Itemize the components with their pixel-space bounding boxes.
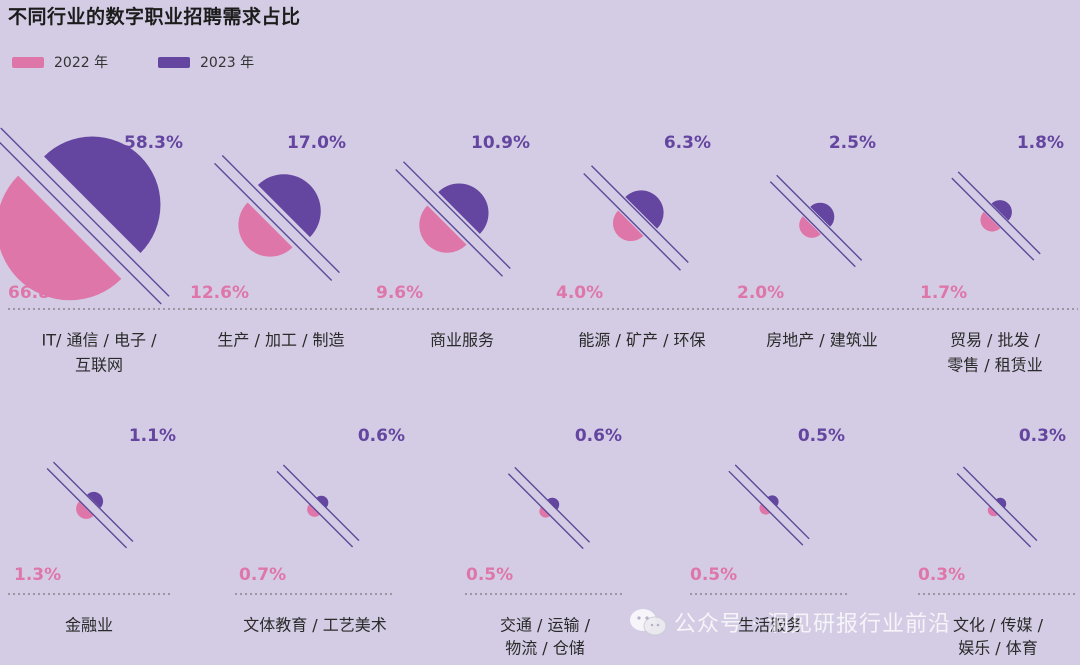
category-label: 房地产 / 建筑业 — [766, 331, 878, 350]
pct-label-2022: 9.6% — [376, 283, 423, 303]
pct-label-2022: 2.0% — [737, 283, 784, 303]
divider-line — [591, 165, 689, 263]
legend-item-2023: 2023 年 — [158, 52, 254, 72]
pct-label-2022: 0.7% — [239, 565, 286, 585]
pct-label-2023: 6.3% — [664, 133, 711, 153]
pie-slice-2023 — [257, 174, 321, 238]
divider-line — [52, 461, 134, 543]
divider-line — [221, 155, 340, 274]
pie-slice-2023 — [44, 136, 161, 253]
category-label: 商业服务 — [430, 331, 494, 350]
pie-slice-2023 — [625, 190, 664, 229]
pie-slice-2022 — [419, 205, 467, 253]
pie-slice-2023 — [547, 497, 560, 510]
pie-slice-2023 — [767, 495, 779, 507]
divider-line — [951, 177, 1035, 261]
pct-label-2023: 10.9% — [471, 133, 530, 153]
pct-label-2022: 1.3% — [14, 565, 61, 585]
pct-label-2022: 12.6% — [190, 283, 249, 303]
divider-line — [507, 473, 584, 550]
legend-item-2022: 2022 年 — [12, 52, 108, 72]
pie-slice-2022 — [799, 216, 821, 238]
category-label: 金融业 — [65, 616, 113, 635]
divider-line — [583, 173, 681, 271]
watermark: 公众号 · 洞见研报行业前沿 — [628, 606, 951, 638]
pct-label-2023: 1.8% — [1017, 133, 1064, 153]
watermark-text: 公众号 · 洞见研报行业前沿 — [674, 612, 951, 637]
pie-slice-2022 — [539, 506, 551, 518]
category-label: 交通 / 运输 / — [500, 616, 591, 635]
divider-line — [769, 181, 856, 268]
pie-slice-2023 — [316, 495, 329, 508]
divider-line — [0, 127, 170, 297]
category-label: 生产 / 加工 / 制造 — [217, 331, 344, 350]
pct-label-2023: 17.0% — [287, 133, 346, 153]
divider-line — [514, 466, 591, 543]
divider-line — [957, 171, 1041, 255]
divider-line — [962, 466, 1038, 542]
pct-label-2022: 1.7% — [920, 283, 967, 303]
pie-slice-2022 — [238, 202, 293, 257]
pie-slice-2022 — [612, 210, 644, 242]
pct-label-2022: 66.8% — [8, 283, 67, 303]
pct-label-2023: 2.5% — [829, 133, 876, 153]
wechat-icon — [630, 609, 667, 636]
pct-label-2023: 58.3% — [124, 133, 183, 153]
category-label: 物流 / 仓储 — [505, 639, 585, 658]
pct-label-2022: 4.0% — [556, 283, 603, 303]
pie-slice-2022 — [307, 504, 320, 517]
category-label: IT/ 通信 / 电子 / — [41, 331, 157, 350]
divider-line — [395, 169, 503, 277]
divider-line — [46, 467, 128, 549]
pie-slice-2023 — [995, 497, 1007, 509]
divider-line — [728, 470, 804, 546]
divider-line — [734, 464, 810, 540]
category-label: 文体教育 / 工艺美术 — [243, 616, 387, 635]
category-label: 零售 / 租赁业 — [947, 356, 1043, 375]
category-label: 互联网 — [75, 356, 123, 375]
legend-swatch-2023 — [158, 56, 190, 68]
category-label: 娱乐 / 体育 — [958, 639, 1038, 658]
divider-line — [0, 141, 162, 305]
divider-line — [403, 161, 511, 269]
category-label: 生活服务 — [738, 616, 802, 635]
pct-label-2022: 0.5% — [466, 565, 513, 585]
category-label: 文化 / 传媒 / — [953, 616, 1044, 635]
pie-slice-2023 — [438, 183, 489, 234]
legend-label-2023: 2023 年 — [200, 55, 255, 71]
pie-slice-2023 — [991, 200, 1012, 221]
pie-slice-2022 — [76, 501, 94, 519]
divider-line — [956, 472, 1032, 548]
pct-label-2023: 0.6% — [575, 426, 622, 446]
pie-slice-2022 — [980, 211, 1001, 232]
divider-line — [776, 174, 863, 261]
divider-line — [214, 162, 333, 281]
pct-label-2022: 0.3% — [918, 565, 965, 585]
category-label: 贸易 / 批发 / — [950, 331, 1041, 350]
legend-swatch-2022 — [12, 56, 44, 68]
pie-slice-2023 — [87, 491, 104, 508]
pie-slice-2023 — [810, 202, 835, 227]
pct-label-2022: 0.5% — [690, 565, 737, 585]
pct-label-2023: 0.5% — [798, 426, 845, 446]
pct-label-2023: 0.3% — [1019, 426, 1066, 446]
pie-slice-2022 — [759, 503, 771, 515]
pie-slice-2022 — [0, 175, 122, 301]
legend-label-2022: 2022 年 — [54, 55, 109, 71]
pct-label-2023: 1.1% — [129, 426, 176, 446]
divider-line — [282, 464, 360, 542]
pct-label-2023: 0.6% — [358, 426, 405, 446]
category-label: 能源 / 矿产 / 环保 — [578, 331, 705, 350]
divider-line — [276, 470, 354, 548]
chart-title: 不同行业的数字职业招聘需求占比 — [8, 6, 301, 28]
pie-slice-2022 — [987, 505, 999, 517]
